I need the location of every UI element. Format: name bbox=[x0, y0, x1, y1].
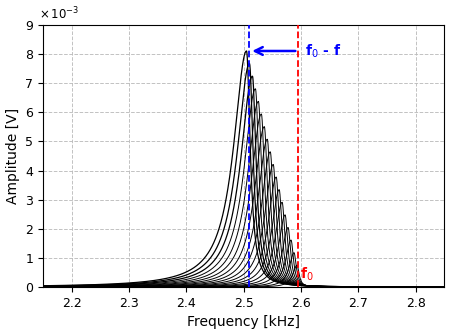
Text: f$_0$: f$_0$ bbox=[301, 265, 314, 283]
Y-axis label: Amplitude [V]: Amplitude [V] bbox=[5, 108, 19, 204]
Text: $\times\,10^{-3}$: $\times\,10^{-3}$ bbox=[39, 5, 79, 22]
X-axis label: Frequency [kHz]: Frequency [kHz] bbox=[187, 316, 300, 329]
Text: f$_0$ - f: f$_0$ - f bbox=[305, 42, 342, 60]
